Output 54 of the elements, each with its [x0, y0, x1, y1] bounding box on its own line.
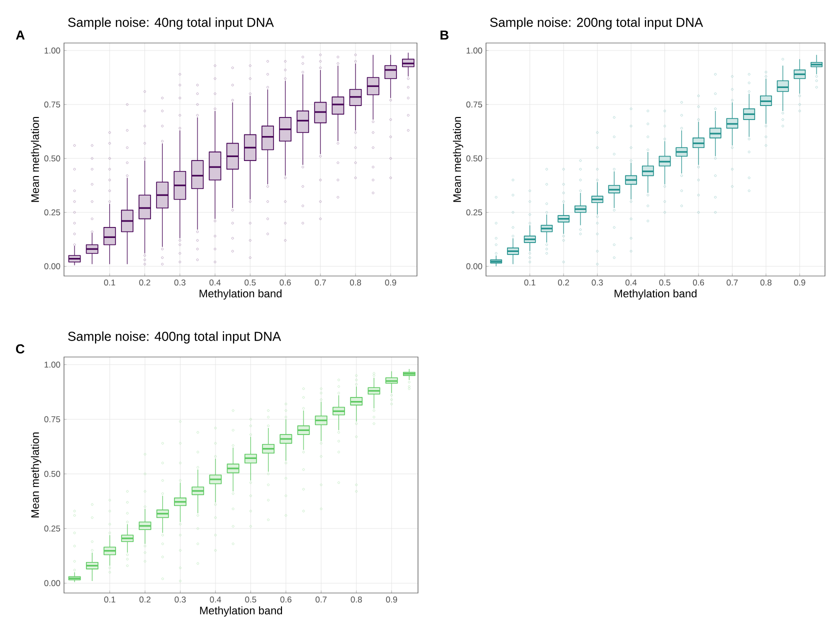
y-axis-title: Mean methylation	[452, 116, 464, 202]
x-tick-label: 0.4	[210, 596, 222, 603]
x-tick-label: 0.9	[386, 596, 398, 603]
x-tick-label: 0.1	[104, 596, 116, 603]
x-axis-title: Methylation band	[614, 289, 697, 300]
text: A	[16, 30, 25, 40]
chart-title: Sample noise: 400ng total input DNA	[68, 331, 282, 344]
x-tick-label: 0.3	[174, 280, 186, 286]
y-tick-label: 0.50	[44, 470, 60, 477]
y-tick-label: 0.00	[44, 263, 60, 270]
x-tick-label: 0.1	[104, 280, 116, 286]
x-tick-label: 0.7	[726, 280, 738, 286]
y-tick-label: 0.00	[466, 263, 482, 270]
y-axis-title: Mean methylation	[30, 432, 42, 518]
x-tick-label: 0.2	[558, 280, 570, 286]
y-axis-title: Mean methylation	[30, 116, 42, 202]
chart-title: Sample noise: 200ng total input DNA	[490, 17, 704, 30]
x-tick-label: 0.3	[592, 280, 603, 286]
x-tick-label: 0.9	[794, 280, 806, 286]
y-tick-label: 0.75	[44, 416, 60, 422]
x-tick-label: 0.4	[625, 280, 637, 286]
x-tick-label: 0.3	[174, 596, 186, 603]
x-tick-label: 0.1	[524, 280, 536, 286]
y-tick-label: 0.25	[44, 526, 60, 532]
text: C	[16, 344, 24, 354]
y-tick-label: 0.50	[44, 155, 60, 162]
y-tick-label: 1.00	[466, 48, 482, 54]
y-tick-label: 0.75	[44, 101, 60, 108]
chart-title: Sample noise: 40ng total input DNA	[68, 17, 274, 30]
x-tick-label: 0.5	[245, 596, 256, 603]
y-tick-label: 0.25	[466, 209, 482, 216]
x-tick-label: 0.5	[659, 280, 670, 286]
x-tick-label: 0.7	[314, 280, 326, 286]
x-tick-label: 0.2	[139, 280, 150, 286]
x-axis-title: Methylation band	[200, 289, 282, 300]
x-tick-label: 0.8	[760, 280, 772, 286]
text: B	[440, 30, 448, 40]
x-axis-title: Methylation band	[200, 606, 282, 617]
x-tick-label: 0.2	[139, 596, 150, 603]
y-tick-label: 0.00	[44, 580, 60, 586]
x-tick-label: 0.8	[350, 596, 362, 603]
y-tick-label: 0.50	[466, 155, 482, 162]
y-tick-label: 0.75	[466, 101, 482, 108]
x-tick-label: 0.4	[209, 280, 221, 286]
x-tick-label: 0.6	[692, 280, 704, 286]
y-tick-label: 1.00	[44, 362, 60, 368]
x-tick-label: 0.6	[280, 280, 291, 286]
x-tick-label: 0.8	[350, 280, 362, 286]
y-tick-label: 0.25	[44, 209, 60, 216]
x-tick-label: 0.7	[316, 596, 327, 603]
x-tick-label: 0.6	[280, 596, 292, 603]
y-tick-label: 1.00	[44, 48, 60, 54]
x-tick-label: 0.9	[385, 280, 396, 286]
x-tick-label: 0.5	[244, 280, 256, 286]
